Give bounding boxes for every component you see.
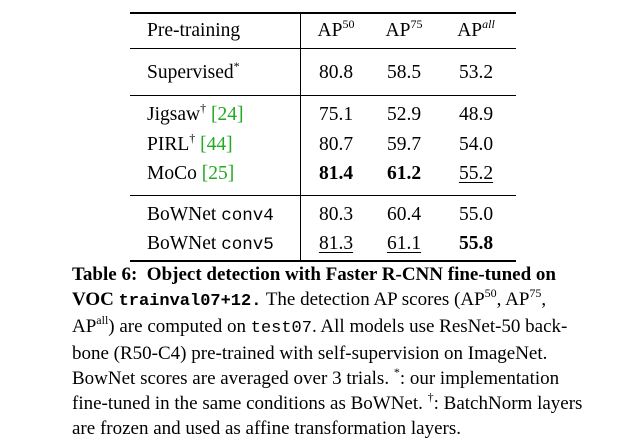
caption-line-2: VOC trainval07+12. The detection AP scor… — [72, 285, 547, 311]
table-cell: 59.7 — [386, 134, 422, 155]
citation-link[interactable]: [25] — [201, 163, 235, 184]
table-cell: 58.5 — [386, 62, 422, 83]
table-cell-best: 81.4 — [318, 163, 354, 184]
table-cell: 48.9 — [458, 104, 494, 125]
caption-line-5: BowNet scores are averaged over 3 trials… — [72, 364, 560, 389]
row-name-bownet-conv4: BoWNet conv4 — [147, 204, 274, 226]
table-cell-best: 61.2 — [386, 163, 422, 184]
table-cell: 75.1 — [318, 104, 354, 125]
caption-line-6: fine-tuned in the same conditions as BoW… — [72, 389, 583, 414]
table-cell: 52.9 — [386, 104, 422, 125]
table-bottom-rule — [130, 260, 516, 262]
table-cell-second: 81.3 — [318, 233, 354, 254]
row-name-bownet-conv5: BoWNet conv5 — [147, 233, 274, 255]
row-name-jigsaw: Jigsaw† [24] — [147, 100, 244, 126]
table-caption: Table 6: Object detection with Faster R-… — [72, 262, 583, 441]
caption-line-4: bone (R50-C4) pre-trained with self-supe… — [72, 343, 548, 364]
caption-line-1: Table 6: Object detection with Faster R-… — [72, 264, 556, 285]
table-cell: 80.3 — [318, 204, 354, 225]
table-cell: 60.4 — [386, 204, 422, 225]
caption-line-3: APall) are computed on test07. All model… — [72, 312, 568, 338]
caption-line-7: are frozen and used as affine transforma… — [72, 418, 461, 439]
header-apall: APall — [457, 16, 495, 42]
table-cell-second: 55.2 — [458, 163, 494, 184]
citation-link[interactable]: [44] — [200, 134, 233, 155]
header-pretraining: Pre-training — [147, 20, 241, 41]
section-rule-1 — [130, 95, 516, 96]
column-separator — [300, 12, 301, 262]
citation-link[interactable]: [24] — [210, 104, 244, 125]
table-cell: 80.8 — [318, 62, 354, 83]
row-name-moco: MoCo [25] — [147, 163, 235, 184]
header-ap50: AP50 — [317, 16, 355, 42]
table-cell: 54.0 — [458, 134, 494, 155]
table-cell: 53.2 — [458, 62, 494, 83]
header-rule — [130, 48, 516, 49]
table-cell-second: 61.1 — [386, 233, 422, 254]
table-top-rule — [130, 12, 516, 14]
row-name-supervised: Supervised* — [147, 58, 240, 84]
section-rule-2 — [130, 195, 516, 196]
table-cell: 80.7 — [318, 134, 354, 155]
table-cell-best: 55.8 — [458, 233, 494, 254]
row-name-pirl: PIRL† [44] — [147, 130, 233, 156]
header-ap75: AP75 — [385, 16, 423, 42]
table-cell: 55.0 — [458, 204, 494, 225]
